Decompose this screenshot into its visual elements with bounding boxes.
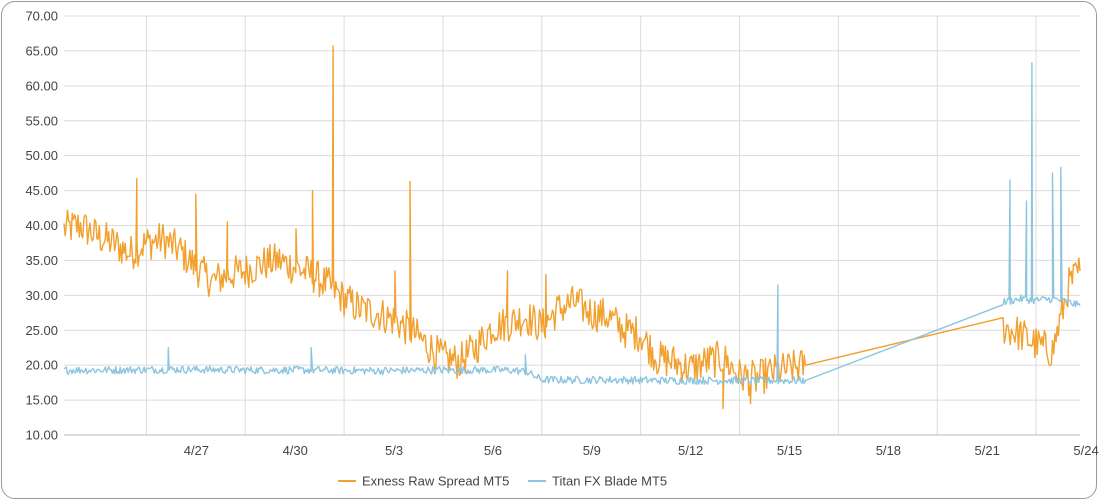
- x-tick-label: 5/18: [876, 443, 901, 458]
- y-tick-label: 70.00: [25, 9, 58, 24]
- legend: Exness Raw Spread MT5 Titan FX Blade MT5: [338, 474, 667, 489]
- y-tick-label: 20.00: [25, 358, 58, 373]
- legend-label: Exness Raw Spread MT5: [362, 474, 509, 489]
- y-tick-label: 15.00: [25, 393, 58, 408]
- x-tick-label: 5/9: [583, 443, 601, 458]
- series-lines: [63, 45, 1081, 410]
- series-line-1: [63, 62, 1081, 385]
- x-axis-ticks: 4/27 4/30 5/3 5/6 5/9 5/12 5/15 5/18 5/21 5/24: [184, 443, 1099, 458]
- y-tick-label: 60.00: [25, 78, 58, 93]
- x-tick-label: 4/27: [184, 443, 209, 458]
- x-tick-label: 4/30: [283, 443, 308, 458]
- x-tick-label: 5/12: [678, 443, 703, 458]
- y-axis-ticks: 10.00 15.00 20.00 25.00 30.00 35.00 40.00 45.00…: [25, 9, 58, 443]
- y-tick-label: 35.00: [25, 253, 58, 268]
- y-tick-label: 30.00: [25, 288, 58, 303]
- x-tick-label: 5/24: [1073, 443, 1098, 458]
- x-tick-label: 5/6: [484, 443, 502, 458]
- y-tick-label: 50.00: [25, 148, 58, 163]
- grid-lines: [64, 15, 1080, 436]
- x-tick-label: 5/15: [777, 443, 802, 458]
- x-tick-label: 5/21: [975, 443, 1000, 458]
- legend-label: Titan FX Blade MT5: [552, 474, 667, 489]
- y-tick-label: 25.00: [25, 323, 58, 338]
- y-tick-label: 65.00: [25, 43, 58, 58]
- x-tick-label: 5/3: [385, 443, 403, 458]
- y-tick-label: 40.00: [25, 218, 58, 233]
- y-tick-label: 10.00: [25, 428, 58, 443]
- series-line-0: [63, 45, 1081, 410]
- y-tick-label: 45.00: [25, 183, 58, 198]
- y-tick-label: 55.00: [25, 113, 58, 128]
